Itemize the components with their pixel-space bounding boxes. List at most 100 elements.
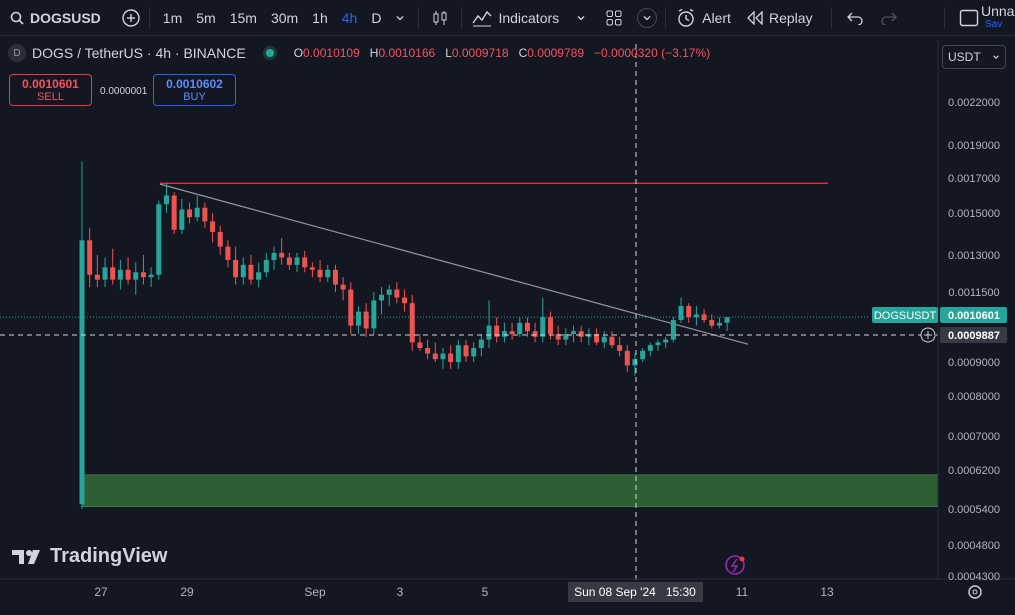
interval-5m[interactable]: 5m: [196, 9, 216, 26]
candle[interactable]: [440, 348, 446, 369]
alert-button[interactable]: Alert: [672, 0, 735, 36]
candle[interactable]: [140, 255, 146, 285]
candle[interactable]: [509, 322, 515, 340]
candle[interactable]: [187, 202, 193, 224]
candle[interactable]: [379, 287, 385, 315]
candle[interactable]: [163, 183, 169, 213]
price-axis[interactable]: 0.0022000 0.0019000 0.0017000 0.0015000 0.00…: [948, 97, 1000, 583]
candle[interactable]: [271, 246, 277, 270]
interval-15m[interactable]: 15m: [229, 9, 257, 26]
candle[interactable]: [693, 306, 699, 326]
candle[interactable]: [448, 345, 454, 369]
trendline[interactable]: [159, 183, 749, 345]
candle[interactable]: [156, 200, 162, 280]
candle[interactable]: [617, 336, 623, 357]
candle[interactable]: [601, 331, 607, 348]
interval-30m[interactable]: 30m: [270, 9, 299, 26]
fullscreen-button[interactable]: [957, 0, 981, 36]
candle[interactable]: [670, 317, 676, 343]
candle[interactable]: [524, 317, 530, 337]
candle[interactable]: [332, 264, 338, 292]
symbol-search[interactable]: DOGSUSD: [0, 0, 101, 36]
candle[interactable]: [233, 246, 239, 285]
candle[interactable]: [102, 257, 108, 288]
currency-select[interactable]: USDT: [942, 45, 1006, 69]
candle[interactable]: [594, 328, 600, 346]
interval-1m[interactable]: 1m: [162, 9, 183, 26]
candle[interactable]: [125, 257, 131, 285]
candle[interactable]: [678, 297, 684, 323]
indicators-dropdown[interactable]: [569, 0, 593, 36]
candle[interactable]: [394, 282, 400, 304]
candle[interactable]: [210, 213, 216, 243]
candle[interactable]: [716, 317, 722, 329]
candle[interactable]: [171, 192, 177, 234]
candle[interactable]: [478, 334, 484, 357]
candle[interactable]: [455, 339, 461, 369]
candle[interactable]: [402, 289, 408, 312]
candle[interactable]: [701, 308, 707, 323]
candle[interactable]: [94, 255, 100, 288]
candle[interactable]: [647, 342, 653, 357]
candle[interactable]: [256, 262, 262, 288]
candle[interactable]: [578, 325, 584, 343]
candle[interactable]: [425, 339, 431, 360]
candle[interactable]: [363, 303, 369, 337]
interval-4h[interactable]: 4h: [341, 9, 358, 26]
lightning-icon[interactable]: [725, 555, 745, 575]
candle[interactable]: [309, 262, 315, 278]
candle[interactable]: [586, 328, 592, 346]
candle[interactable]: [279, 238, 285, 265]
candle[interactable]: [624, 345, 630, 373]
candle[interactable]: [709, 314, 715, 329]
layouts-button[interactable]: [599, 0, 629, 36]
market-status-icon[interactable]: [265, 49, 274, 57]
candle[interactable]: [286, 252, 292, 270]
candle[interactable]: [486, 300, 492, 348]
candle[interactable]: [632, 353, 638, 376]
candle[interactable]: [317, 259, 323, 283]
candle[interactable]: [563, 328, 569, 346]
candle[interactable]: [609, 331, 615, 348]
tradingview-logo[interactable]: TradingView: [12, 545, 167, 568]
candle[interactable]: [133, 262, 139, 295]
candle[interactable]: [517, 317, 523, 337]
time-axis[interactable]: 27 29 Sep 3 5 11 13: [94, 585, 834, 599]
candle[interactable]: [194, 195, 200, 222]
candle[interactable]: [501, 322, 507, 343]
candle[interactable]: [225, 240, 231, 268]
buy-button[interactable]: 0.0010602 BUY: [153, 74, 236, 106]
support-zone[interactable]: [82, 474, 939, 508]
interval-dropdown[interactable]: [388, 0, 412, 36]
sell-button[interactable]: 0.0010601 SELL: [9, 74, 92, 106]
candle[interactable]: [471, 342, 477, 362]
undo-button[interactable]: [838, 0, 872, 36]
candle[interactable]: [179, 199, 185, 234]
candle[interactable]: [417, 334, 423, 351]
chart-title[interactable]: DOGS / TetherUS · 4h · BINANCE: [32, 45, 246, 61]
chart-type-button[interactable]: [425, 0, 455, 36]
candle[interactable]: [294, 252, 300, 273]
compare-symbol-button[interactable]: [119, 0, 143, 36]
layout-name-area[interactable]: Unna Sav: [981, 4, 1015, 32]
candle[interactable]: [371, 292, 377, 334]
candle[interactable]: [110, 248, 116, 285]
candle[interactable]: [463, 339, 469, 362]
candle[interactable]: [148, 267, 154, 288]
interval-1h[interactable]: 1h: [312, 9, 328, 26]
candle[interactable]: [409, 294, 415, 351]
candle[interactable]: [532, 322, 538, 343]
candle[interactable]: [663, 336, 669, 348]
candle[interactable]: [494, 317, 500, 343]
candle[interactable]: [432, 342, 438, 362]
indicators-button[interactable]: Indicators: [468, 0, 563, 36]
candle[interactable]: [302, 250, 308, 273]
candle[interactable]: [117, 259, 123, 290]
settings-gear-icon[interactable]: [968, 585, 982, 599]
candle[interactable]: [571, 325, 577, 343]
candle[interactable]: [655, 339, 661, 351]
candle[interactable]: [386, 284, 392, 306]
candle[interactable]: [263, 252, 269, 278]
candle[interactable]: [217, 225, 223, 255]
templates-button[interactable]: [635, 0, 659, 36]
